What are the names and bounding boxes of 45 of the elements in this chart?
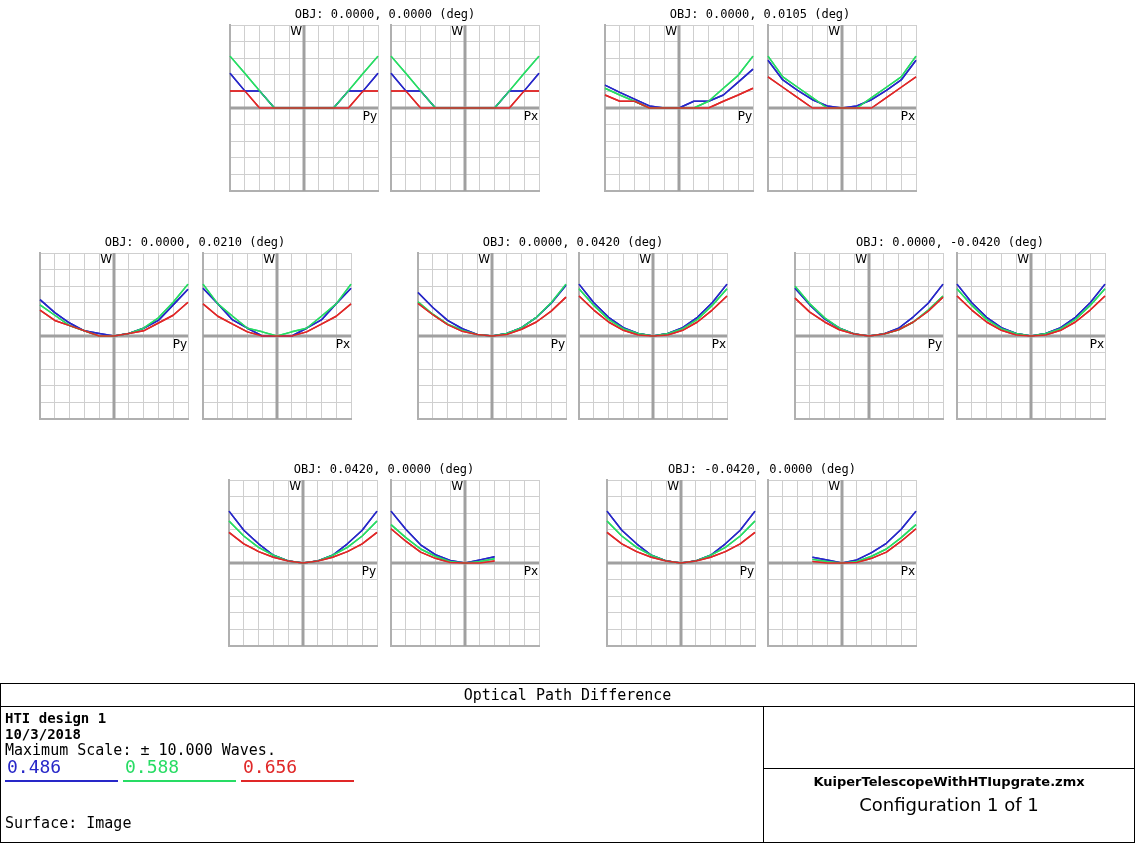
x-axis-title: Py <box>550 337 565 352</box>
text: 0.486 <box>6 756 63 777</box>
y-axis-title: W <box>451 24 464 39</box>
y-axis-title: W <box>1017 252 1030 267</box>
x-axis-title: Px <box>711 337 726 352</box>
chart-title: OBJ: 0.0000, 0.0105 (deg) <box>668 7 852 21</box>
chart-title: OBJ: -0.0420, 0.0000 (deg) <box>667 462 857 476</box>
x-axis-title: Px <box>900 564 915 579</box>
y-axis-title: W <box>828 24 841 39</box>
x-axis-title: Px <box>335 337 350 352</box>
y-axis-title: W <box>667 479 680 494</box>
x-axis-title: Py <box>172 337 187 352</box>
y-axis-title: W <box>855 252 868 267</box>
x-axis-title: Px <box>523 564 538 579</box>
x-axis-title: Py <box>362 109 377 124</box>
chart-title: OBJ: 0.0000, 0.0420 (deg) <box>481 235 665 249</box>
chart-title: OBJ: 0.0000, 0.0210 (deg) <box>103 235 287 249</box>
x-axis-title: Py <box>361 564 376 579</box>
y-axis-title: W <box>451 479 464 494</box>
chart-title: OBJ: 0.0000, -0.0420 (deg) <box>855 235 1045 249</box>
chart-title: OBJ: 0.0420, 0.0000 (deg) <box>292 462 476 476</box>
text: 0.588 <box>124 756 181 777</box>
text: Optical Path Difference <box>1 684 1134 707</box>
text: Surface: Image <box>5 814 132 832</box>
y-axis-title: W <box>290 24 303 39</box>
x-axis-title: Px <box>1089 337 1104 352</box>
text: HTI design 1 <box>5 710 108 726</box>
y-axis-title: W <box>665 24 678 39</box>
x-axis-title: Px <box>900 109 915 124</box>
x-axis-title: Px <box>523 109 538 124</box>
y-axis-title: W <box>289 479 302 494</box>
x-axis-title: Py <box>739 564 754 579</box>
y-axis-title: W <box>828 479 841 494</box>
text: 0.656 <box>242 756 299 777</box>
text: KuiperTelescopeWithHTIupgrate.zmx <box>812 774 1086 789</box>
y-axis-title: W <box>478 252 491 267</box>
text: Configuration 1 of 1 <box>858 794 1040 815</box>
x-axis-title: Py <box>927 337 942 352</box>
y-axis-title: W <box>263 252 276 267</box>
text: 10/3/2018 <box>5 726 82 742</box>
y-axis-title: W <box>639 252 652 267</box>
chart-title: OBJ: 0.0000, 0.0000 (deg) <box>293 7 477 21</box>
y-axis-title: W <box>100 252 113 267</box>
text: Maximum Scale: ± 10.000 Waves. <box>5 741 276 759</box>
x-axis-title: Py <box>737 109 752 124</box>
